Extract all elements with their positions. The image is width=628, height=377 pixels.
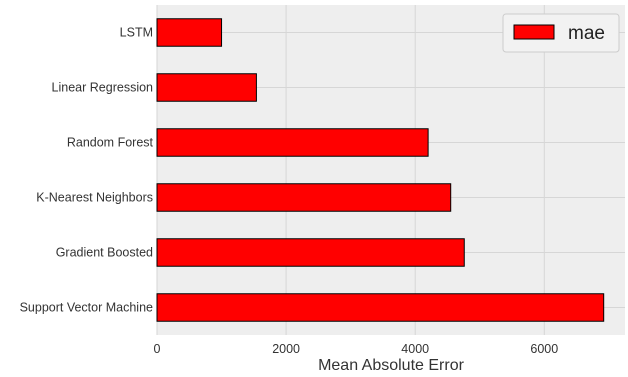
category-labels: LSTM Linear Regression Random Forest K-Near… xyxy=(20,26,154,315)
bar xyxy=(156,238,465,267)
x-tick-label: 6000 xyxy=(530,342,558,356)
x-tick-label: 0 xyxy=(154,342,161,356)
category-label: LSTM xyxy=(120,26,153,40)
legend-swatch xyxy=(513,24,555,40)
legend: mae xyxy=(502,13,620,53)
bars xyxy=(156,18,605,322)
category-label: K-Nearest Neighbors xyxy=(36,191,153,205)
x-tick-label: 2000 xyxy=(272,342,300,356)
category-label: Support Vector Machine xyxy=(20,301,153,315)
bar xyxy=(156,128,429,157)
bar xyxy=(156,293,605,322)
bar xyxy=(156,18,223,47)
category-label: Gradient Boosted xyxy=(56,246,153,260)
x-axis-title: Mean Absolute Error xyxy=(318,357,465,374)
bar xyxy=(156,183,452,212)
x-tick-label: 4000 xyxy=(401,342,429,356)
legend-box xyxy=(502,13,620,53)
bar xyxy=(156,73,257,102)
x-tick-labels: 0 2000 4000 6000 xyxy=(154,342,559,356)
legend-label: mae xyxy=(568,23,605,44)
plot-area xyxy=(157,5,625,335)
category-label: Random Forest xyxy=(67,136,154,150)
category-label: Linear Regression xyxy=(52,81,153,95)
